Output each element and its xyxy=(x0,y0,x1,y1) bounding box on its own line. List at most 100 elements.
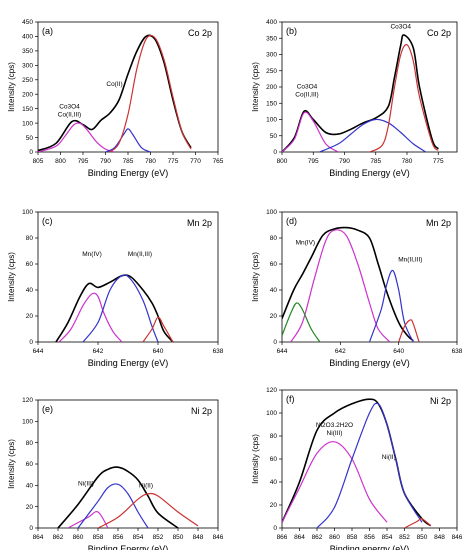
annotation-label: Co(II) xyxy=(106,81,122,88)
y-tick-label: 20 xyxy=(270,502,278,509)
series-line-3 xyxy=(319,118,427,152)
y-tick-label: 200 xyxy=(22,91,33,98)
x-tick-label: 866 xyxy=(277,534,288,541)
y-tick-label: 0 xyxy=(29,149,33,156)
chart-panel-4: 644 642 640 638 0 20 40 60 80 100 Binding Energy (… xyxy=(251,209,463,368)
chart-title: Mn 2p xyxy=(426,218,451,228)
y-tick-label: 100 xyxy=(266,410,277,417)
y-tick-label: 0 xyxy=(273,149,277,156)
y-tick-label: 40 xyxy=(26,483,34,490)
annotation-label: Mn(IV) xyxy=(82,251,102,258)
chart-panel-5: 864 862 860 858 856 854 852 850 848 846 0 20 40 60 80 1… xyxy=(7,397,224,550)
y-axis-label: Intensity (cps) xyxy=(251,62,260,112)
y-tick-label: 100 xyxy=(22,120,33,127)
y-tick-label: 20 xyxy=(26,313,34,320)
series-line-3 xyxy=(368,269,414,342)
series-line-3 xyxy=(77,483,149,528)
y-tick-label: 40 xyxy=(270,287,278,294)
y-tick-label: 60 xyxy=(26,261,34,268)
series-line-3 xyxy=(82,274,159,342)
chart-panel-3: 644 642 640 638 0 20 40 60 80 100 Binding Energy (… xyxy=(7,209,224,368)
annotation-sublabel: Ni(III) xyxy=(327,430,343,437)
y-tick-label: 0 xyxy=(29,525,33,532)
x-tick-label: 854 xyxy=(382,534,393,541)
chart-title: Mn 2p xyxy=(187,218,212,228)
annotation-label: Ni(II) xyxy=(382,454,396,461)
y-axis-label: Intensity (cps) xyxy=(251,434,260,484)
y-tick-label: 80 xyxy=(270,235,278,242)
x-tick-label: 850 xyxy=(417,534,428,541)
annotation-label: Co3O4 xyxy=(390,24,411,31)
annotation-label: Mn(II,III) xyxy=(398,256,422,263)
panel-label: (a) xyxy=(42,26,53,36)
x-tick-label: 644 xyxy=(277,348,288,355)
chart-panel-1: 805 800 795 790 785 780 775 770 765 0 50 100 150 200 2… xyxy=(7,19,224,178)
y-tick-label: 40 xyxy=(26,287,34,294)
y-tick-label: 60 xyxy=(26,461,34,468)
chart-title: Ni 2p xyxy=(430,396,451,406)
y-tick-label: 300 xyxy=(266,52,277,59)
x-axis-label: Binding Energy (eV) xyxy=(329,168,410,178)
x-tick-label: 785 xyxy=(123,158,134,165)
y-tick-label: 20 xyxy=(270,313,278,320)
y-axis-label: Intensity (cps) xyxy=(7,62,16,112)
y-tick-label: 80 xyxy=(26,235,34,242)
y-tick-label: 250 xyxy=(266,68,277,75)
y-tick-label: 450 xyxy=(22,19,33,26)
x-tick-label: 862 xyxy=(53,534,64,541)
series-line-2 xyxy=(67,511,109,528)
annotation-label: Mn(IV) xyxy=(296,240,316,247)
y-tick-label: 60 xyxy=(270,261,278,268)
x-tick-label: 780 xyxy=(145,158,156,165)
y-tick-label: 50 xyxy=(270,133,278,140)
annotation-sublabel: Co(II,III) xyxy=(58,112,81,119)
y-axis-label: Intensity (cps) xyxy=(7,252,16,302)
x-tick-label: 862 xyxy=(312,534,323,541)
panel-label: (d) xyxy=(286,216,297,226)
x-tick-label: 856 xyxy=(364,534,375,541)
y-tick-label: 120 xyxy=(266,387,277,394)
x-tick-label: 805 xyxy=(33,158,44,165)
y-axis-label: Intensity (cps) xyxy=(7,439,16,489)
plot-frame xyxy=(37,21,219,153)
series-line-1 xyxy=(57,466,179,528)
x-tick-label: 858 xyxy=(347,534,358,541)
series-line-2 xyxy=(282,111,339,152)
series-line-1 xyxy=(282,398,432,527)
series-line-2 xyxy=(38,122,115,152)
x-tick-label: 638 xyxy=(452,348,463,355)
x-tick-label: 638 xyxy=(213,348,224,355)
x-tick-label: 852 xyxy=(399,534,410,541)
chart-title: Co 2p xyxy=(188,28,212,38)
y-tick-label: 60 xyxy=(270,456,278,463)
annotation-label: Mn(II,III) xyxy=(128,251,152,258)
x-tick-label: 775 xyxy=(168,158,179,165)
series-line-4 xyxy=(109,34,192,152)
y-tick-label: 100 xyxy=(22,419,33,426)
series-line-4 xyxy=(404,518,432,528)
series-line-4 xyxy=(97,492,199,528)
x-tick-label: 642 xyxy=(335,348,346,355)
x-tick-label: 790 xyxy=(339,158,350,165)
y-tick-label: 50 xyxy=(26,135,34,142)
y-tick-label: 200 xyxy=(266,84,277,91)
x-tick-label: 848 xyxy=(434,534,445,541)
y-tick-label: 300 xyxy=(22,63,33,70)
series-line-4 xyxy=(369,44,439,152)
x-axis-label: Binding Energy (eV) xyxy=(88,544,169,550)
y-tick-label: 20 xyxy=(26,504,34,511)
x-tick-label: 846 xyxy=(452,534,463,541)
y-tick-label: 150 xyxy=(22,106,33,113)
x-axis-label: Binding energy (eV) xyxy=(330,544,410,550)
x-tick-label: 640 xyxy=(393,348,404,355)
y-tick-label: 350 xyxy=(266,35,277,42)
x-tick-label: 860 xyxy=(329,534,340,541)
y-tick-label: 0 xyxy=(29,339,33,346)
x-tick-label: 795 xyxy=(78,158,89,165)
plot-frame xyxy=(281,389,458,529)
x-tick-label: 846 xyxy=(213,534,224,541)
x-axis-label: Binding Energy (eV) xyxy=(88,358,169,368)
y-axis-label: Intensity (cps) xyxy=(251,252,260,302)
x-tick-label: 860 xyxy=(73,534,84,541)
